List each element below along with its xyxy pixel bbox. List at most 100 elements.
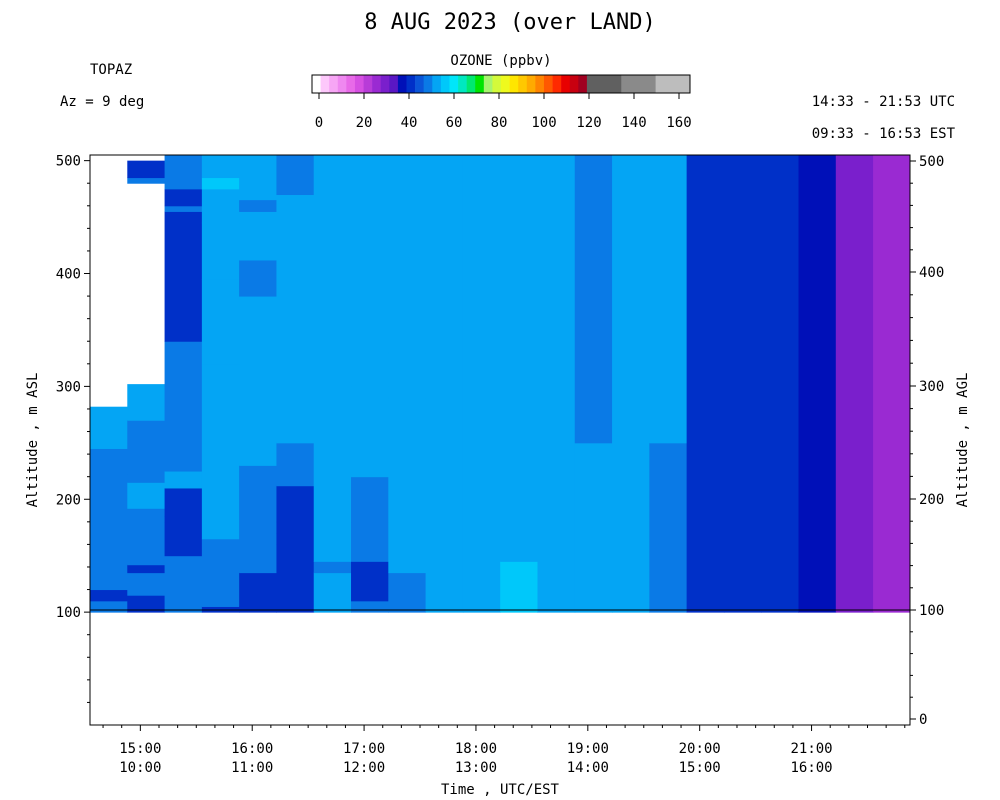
ozone-cell [164,471,203,489]
colorbar-bin [329,75,339,93]
colorbar-bin [458,75,467,93]
colorbar-bin [354,75,364,93]
colorbar-bin [475,75,485,93]
ozone-cell [127,572,166,596]
colorbar-tick-label: 80 [491,115,508,131]
colorbar-tick-label: 140 [621,115,646,131]
plot-frame [89,154,911,726]
instrument-label: TOPAZ [90,62,133,78]
x-tick-label-utc: 21:00 [790,741,832,757]
colorbar-tick-label: 40 [401,115,418,131]
ozone-cell [201,188,240,224]
ozone-cell [313,561,352,574]
ozone-cell [164,521,203,557]
y-tick-label-left: 300 [56,379,81,395]
colorbar-bin [578,75,588,93]
colorbar-bin [586,75,622,93]
ozone-cell [127,508,166,566]
ozone-cell [127,160,166,179]
ozone-cell [723,155,762,613]
ozone-cell [351,476,389,523]
heatmap-cells [90,155,911,613]
colorbar-bin [380,75,390,93]
y-tick-label-left: 400 [56,267,81,283]
time-range-est: 09:33 - 16:53 EST [811,126,955,142]
colorbar-bin [561,75,571,93]
y-tick-label-right: 0 [919,712,927,728]
y-tick-label-right: 300 [919,379,944,395]
colorbar-bin [535,75,545,93]
ozone-cell [388,572,427,613]
ozone-cell [351,600,389,613]
ozone-cell [201,538,240,607]
colorbar-tick-label: 160 [666,115,691,131]
x-tick-label-utc: 20:00 [679,741,721,757]
ozone-cell [127,420,166,475]
ozone-cell [313,572,352,613]
ozone-cell [276,485,315,523]
axes: 100 200 300 400 500 0 100 200 300 400 500 15:00 10:0… [56,154,945,776]
ozone-cell [127,482,166,509]
y-axis-label-left: Altitude , m ASL [25,373,41,508]
colorbar-bin [518,75,528,93]
x-tick-label-est: 12:00 [343,760,385,776]
x-tick-label-utc: 16:00 [231,741,273,757]
colorbar-bin [449,75,459,93]
colorbar-bin [320,75,330,93]
x-tick-label-utc: 18:00 [455,741,497,757]
ozone-cell [537,155,576,613]
colorbar-bin [432,75,442,93]
ozone-cell [164,188,203,207]
ozone-cell [500,561,538,613]
colorbar-bin [569,75,579,93]
ozone-cell [164,555,203,613]
x-tick-label-est: 10:00 [119,760,161,776]
colorbar-bin [492,75,502,93]
x-tick-label-est: 13:00 [455,760,497,776]
ozone-cell [164,155,203,190]
ozone-cell [127,564,166,574]
ozone-cell [164,487,203,517]
ozone-cell [239,572,277,607]
colorbar-bin [483,75,493,93]
ozone-cell [201,363,240,421]
ozone-cell [276,533,315,545]
colorbar-bin [363,75,373,93]
ozone-cell [873,155,911,613]
ozone-cell [388,397,427,574]
ozone-cell [239,155,277,179]
colorbar: 0 20 40 60 80 100 120 140 160 [311,74,692,131]
colorbar-bin [526,75,536,93]
y-tick-label-right: 100 [919,603,944,619]
y-tick-label-right: 400 [919,265,944,281]
ozone-cell [164,341,203,472]
colorbar-tick-label: 0 [315,115,323,131]
colorbar-bin [501,75,510,93]
ozone-cell [239,296,277,466]
ozone-cell [649,442,688,613]
colorbar-bin [509,75,519,93]
colorbar-bin [543,75,553,93]
ozone-cell [90,589,128,602]
ozone-cell [201,222,240,280]
ozone-cell [425,155,464,613]
ozone-cell [276,442,315,487]
ozone-cell [574,155,613,444]
x-axis-label: Time , UTC/EST [441,782,560,798]
ozone-cell [239,177,277,261]
ozone-cell [127,595,166,613]
colorbar-bin [440,75,450,93]
colorbar-tick-label: 100 [531,115,556,131]
ozone-cell [127,177,166,184]
ozone-cell [201,155,240,179]
ozone-cell [351,155,389,387]
ozone-cell [201,420,240,540]
time-range-utc: 14:33 - 21:53 UTC [811,94,955,110]
ozone-cell [351,521,389,562]
colorbar-bin [406,75,416,93]
ozone-cell [239,200,277,212]
x-tick-label-est: 16:00 [790,760,832,776]
ozone-cell [127,384,166,421]
ozone-cell [276,600,315,613]
